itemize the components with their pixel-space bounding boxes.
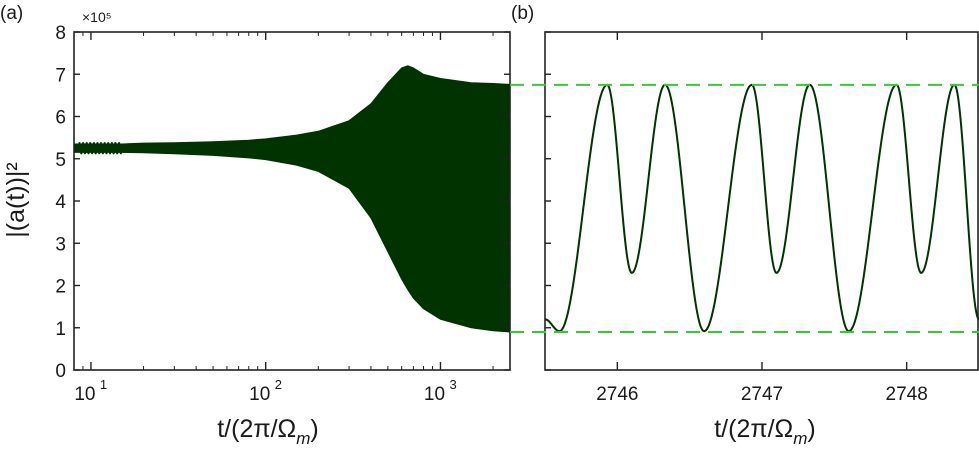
envelope-band [74, 65, 510, 333]
x-axis-label-a: t/(2π/Ωm) [217, 415, 319, 448]
y-multiplier-label: ×10⁵ [82, 9, 112, 25]
x-tick-label: 2747 [741, 384, 783, 405]
y-tick-label: 6 [55, 108, 66, 129]
panel-b-plot-area [545, 83, 979, 333]
x-axis-label-b: t/(2π/Ωm) [714, 415, 816, 448]
x-tick-exponent: 3 [449, 377, 456, 392]
y-tick-label: 0 [55, 361, 66, 382]
x-tick-label: 10 [424, 384, 445, 405]
panel-b-label: (b) [511, 3, 534, 24]
y-tick-label: 2 [55, 277, 66, 298]
panel-a-ticks: 0 1 2 3 4 5 6 7 8 10 1 10 2 10 3 [55, 23, 510, 405]
x-tick-exponent: 1 [100, 377, 107, 392]
y-tick-label: 4 [55, 192, 66, 213]
series-line [545, 83, 979, 333]
y-tick-label: 8 [55, 23, 66, 44]
x-tick-label: 2748 [886, 384, 928, 405]
panel-b: 2746 2747 2748 t/(2π/Ωm) [544, 31, 979, 448]
y-tick-label: 3 [55, 234, 66, 255]
x-tick-exponent: 2 [275, 377, 282, 392]
early-oscillation-line [77, 141, 123, 155]
y-tick-label: 1 [55, 319, 66, 340]
panel-a-plot-area [74, 65, 510, 333]
x-tick-label: 10 [249, 384, 270, 405]
y-tick-label: 7 [55, 65, 66, 86]
panel-a: 0 1 2 3 4 5 6 7 8 10 1 10 2 10 3 |(a(t))|² t/(2π/Ωm) [2, 23, 511, 448]
y-tick-label: 5 [55, 150, 66, 171]
panel-b-ticks: 2746 2747 2748 [545, 31, 928, 405]
y-axis-label: |(a(t))|² [2, 162, 30, 237]
x-tick-label: 2746 [596, 384, 638, 405]
x-tick-label: 10 [74, 384, 95, 405]
panel-a-label: (a) [0, 3, 23, 24]
panel-b-frame [544, 31, 979, 371]
